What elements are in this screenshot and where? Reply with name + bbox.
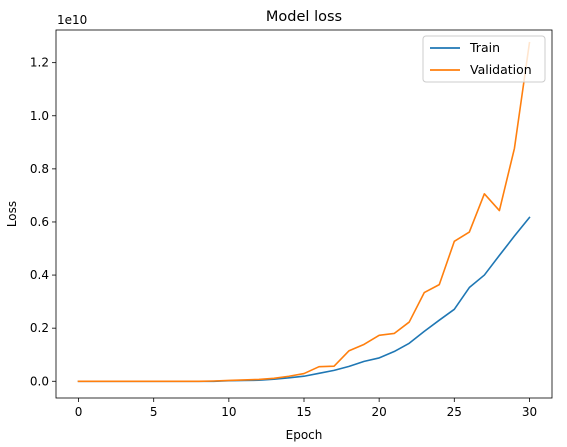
y-tick-label: 0.2 <box>30 321 49 335</box>
y-tick-label: 0.0 <box>30 374 49 388</box>
chart-title: Model loss <box>266 9 342 25</box>
series-line-validation <box>77 41 531 383</box>
legend-label-train: Train <box>469 40 500 55</box>
axis-ticks: 0 5 10 15 20 25 30 0.0 0.2 0.4 0.6 0.8 1.0 1.2 <box>30 56 537 419</box>
y-tick-label: 0.4 <box>30 268 49 282</box>
legend-label-validation: Validation <box>470 62 532 77</box>
x-axis-label: Epoch <box>286 428 323 442</box>
y-tick-label: 1.2 <box>30 56 49 70</box>
series-lines <box>77 41 531 383</box>
y-tick-label: 1.0 <box>30 109 49 123</box>
y-tick-label: 0.6 <box>30 215 49 229</box>
x-tick-label: 15 <box>296 405 311 419</box>
y-axis-multiplier: 1e10 <box>57 13 87 27</box>
y-tick-label: 0.8 <box>30 162 49 176</box>
x-tick-label: 25 <box>447 405 462 419</box>
x-tick-label: 20 <box>372 405 387 419</box>
x-tick-label: 30 <box>522 405 537 419</box>
x-tick-label: 0 <box>75 405 83 419</box>
plot-frame <box>55 29 553 399</box>
x-tick-label: 5 <box>150 405 158 419</box>
y-axis-label: Loss <box>5 201 19 227</box>
legend: Train Validation <box>422 35 546 83</box>
x-tick-label: 10 <box>221 405 236 419</box>
